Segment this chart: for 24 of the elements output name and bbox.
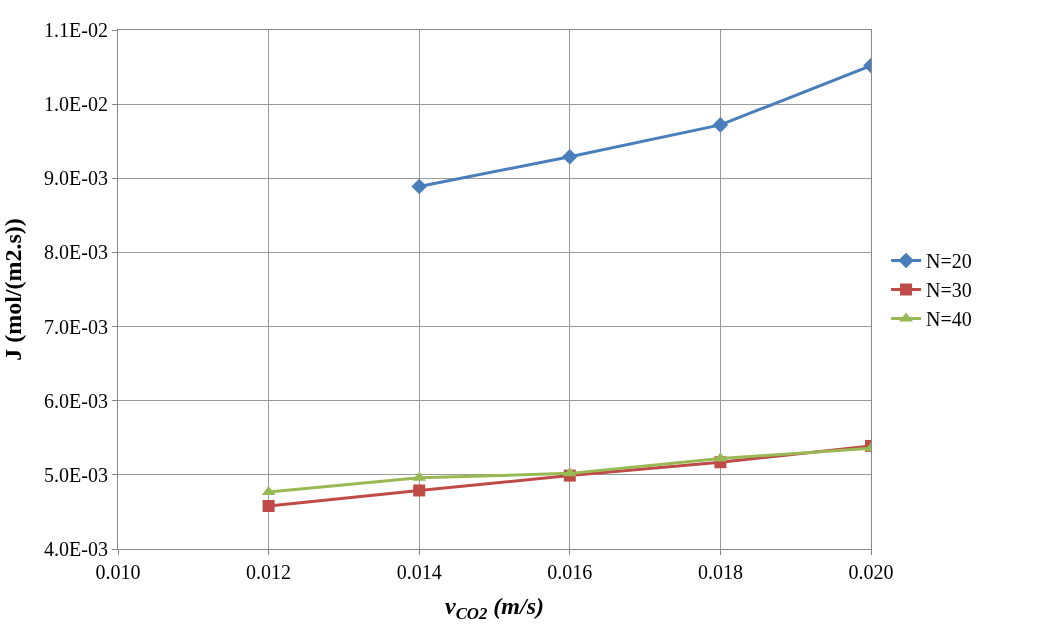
x-tick-label: 0.010 [95, 561, 141, 583]
legend-label: N=30 [926, 279, 972, 302]
x-tick-label: 0.016 [547, 561, 593, 583]
x-axis-title: v$_{CO2}$ (m/s) [444, 593, 545, 624]
legend-label: N=20 [926, 250, 972, 273]
point [413, 484, 426, 497]
y-tick-label: 6.0E-03 [44, 389, 108, 412]
point [262, 500, 275, 512]
y-tick-label: 1.1E-02 [44, 19, 108, 41]
y-tick-label: 8.0E-03 [44, 241, 108, 264]
point [712, 117, 729, 133]
y-tick-label: 9.0E-03 [44, 167, 108, 190]
point [411, 178, 427, 195]
x-tick-label: 0.014 [396, 561, 442, 583]
y-axis-title: J (mol/(m2.s)) [0, 218, 27, 361]
y-tick-label: 1.0E-02 [44, 93, 108, 116]
x-tick-label: 0.020 [848, 561, 894, 583]
y-tick-label: 7.0E-03 [44, 315, 108, 338]
y-tick-label: 5.0E-03 [44, 463, 108, 486]
point [562, 148, 578, 165]
y-tick-label: 4.0E-03 [44, 538, 108, 560]
x-tick-label: 0.018 [697, 561, 743, 583]
x-tick-label: 0.012 [246, 561, 292, 583]
legend-label: N=40 [926, 308, 972, 331]
